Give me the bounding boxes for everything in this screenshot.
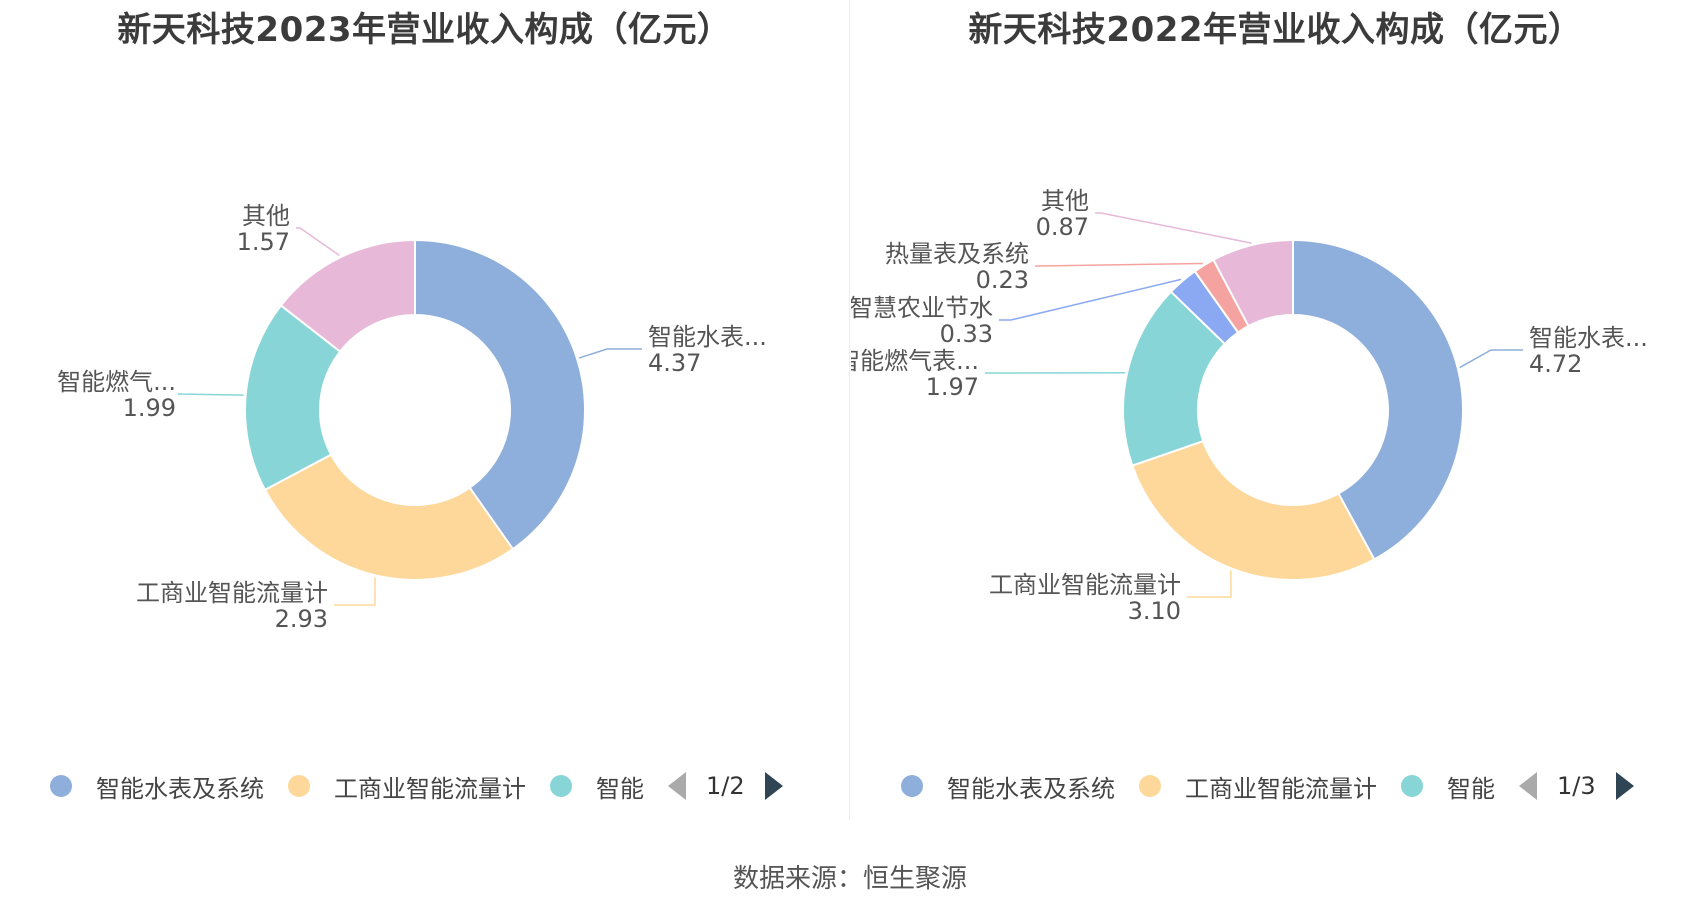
slice-value-label: 1.97	[926, 373, 979, 401]
panel-divider	[849, 0, 850, 820]
legend-next-arrow-icon[interactable]	[764, 772, 783, 800]
data-source-note: 数据来源：恒生聚源	[732, 864, 967, 894]
legend-label: 工商业智能流量计	[334, 774, 526, 803]
slice-value-label: 1.57	[237, 228, 290, 256]
chart-title-2023: 新天科技2023年营业收入构成（亿元）	[117, 10, 732, 50]
legend-dot-water-meter	[901, 775, 923, 797]
donut-slice[interactable]	[279, 238, 416, 353]
legend-item[interactable]: 智能水表及系统	[901, 769, 1115, 804]
legend-label: 智能	[596, 774, 644, 803]
slice-name-label: 其他	[242, 202, 290, 230]
slice-name-label: 智能燃气...	[57, 368, 176, 396]
slice-leader-line	[177, 393, 244, 396]
legend-dot-gas-meter	[1401, 775, 1423, 797]
legend-dot-gas-meter	[550, 775, 572, 797]
donut-slice[interactable]	[414, 238, 586, 551]
legend-2023: 智能水表及系统 工商业智能流量计 智能 1/2	[50, 766, 783, 806]
legend-dot-water-meter	[50, 775, 72, 797]
legend-dot-flowmeter	[288, 775, 310, 797]
donut-slice[interactable]	[1292, 238, 1464, 561]
slice-name-label: 智慧农业节水	[851, 294, 993, 322]
chart-title-2022: 新天科技2022年营业收入构成（亿元）	[968, 10, 1583, 50]
slice-leader-line	[1459, 349, 1523, 369]
legend-item[interactable]: 工商业智能流量计	[288, 769, 526, 804]
slice-value-label: 0.87	[1036, 213, 1089, 241]
donut-slice[interactable]	[244, 304, 342, 492]
slice-leader-line	[296, 227, 340, 257]
chart-panel-2022: 新天科技2022年营业收入构成（亿元） 智能水表... 4.72 工商业智能流量计 3…	[851, 0, 1700, 820]
slice-name-label: 智能水表...	[648, 323, 767, 351]
legend-label: 工商业智能流量计	[1185, 774, 1377, 803]
legend-label: 智能水表及系统	[947, 774, 1115, 803]
legend-item[interactable]: 工商业智能流量计	[1139, 769, 1377, 804]
legend-page-indicator: 1/3	[1557, 772, 1596, 800]
slice-name-label: 工商业智能流量计	[989, 571, 1181, 599]
slice-value-label: 0.33	[940, 320, 993, 348]
slice-value-label: 1.99	[123, 394, 176, 422]
slice-value-label: 4.37	[648, 349, 701, 377]
legend-label: 智能	[1447, 774, 1495, 803]
legend-item[interactable]: 智能	[550, 769, 644, 804]
slice-leader-line	[1187, 570, 1232, 598]
legend-pager-2022: 1/3	[1519, 772, 1634, 800]
slice-leader-line	[578, 348, 642, 359]
donut-slice[interactable]	[263, 453, 515, 581]
legend-pager-2023: 1/2	[668, 772, 783, 800]
slice-leader-line	[1035, 262, 1203, 267]
slice-value-label: 0.23	[976, 266, 1029, 294]
slice-name-label: 热量表及系统	[885, 240, 1029, 268]
donut-slice[interactable]	[1131, 439, 1376, 581]
slice-value-label: 3.10	[1128, 597, 1181, 625]
slice-name-label: 智能水表...	[1529, 324, 1648, 352]
slice-name-label: 其他	[1041, 187, 1089, 215]
legend-dot-flowmeter	[1139, 775, 1161, 797]
legend-page-indicator: 1/2	[706, 772, 745, 800]
slice-leader-line	[334, 577, 376, 606]
slice-leader-line	[999, 278, 1182, 321]
slice-name-label: 工商业智能流量计	[136, 579, 328, 607]
donut-slice[interactable]	[1122, 290, 1227, 467]
slice-value-label: 4.72	[1529, 350, 1582, 378]
donut-slice[interactable]	[1212, 238, 1294, 328]
slice-value-label: 2.93	[275, 605, 328, 633]
slice-leader-line	[1095, 212, 1252, 244]
legend-item[interactable]: 智能	[1401, 769, 1495, 804]
legend-item[interactable]: 智能水表及系统	[50, 769, 264, 804]
legend-next-arrow-icon[interactable]	[1615, 772, 1634, 800]
slice-name-label: 智能燃气表...	[851, 347, 979, 375]
legend-prev-arrow-icon[interactable]	[668, 772, 686, 800]
chart-panel-2023: 新天科技2023年营业收入构成（亿元） 智能水表... 4.37 工商业智能流量计 2…	[0, 0, 849, 820]
legend-prev-arrow-icon[interactable]	[1519, 772, 1537, 800]
legend-label: 智能水表及系统	[96, 774, 264, 803]
legend-2022: 智能水表及系统 工商业智能流量计 智能 1/3	[901, 766, 1634, 806]
